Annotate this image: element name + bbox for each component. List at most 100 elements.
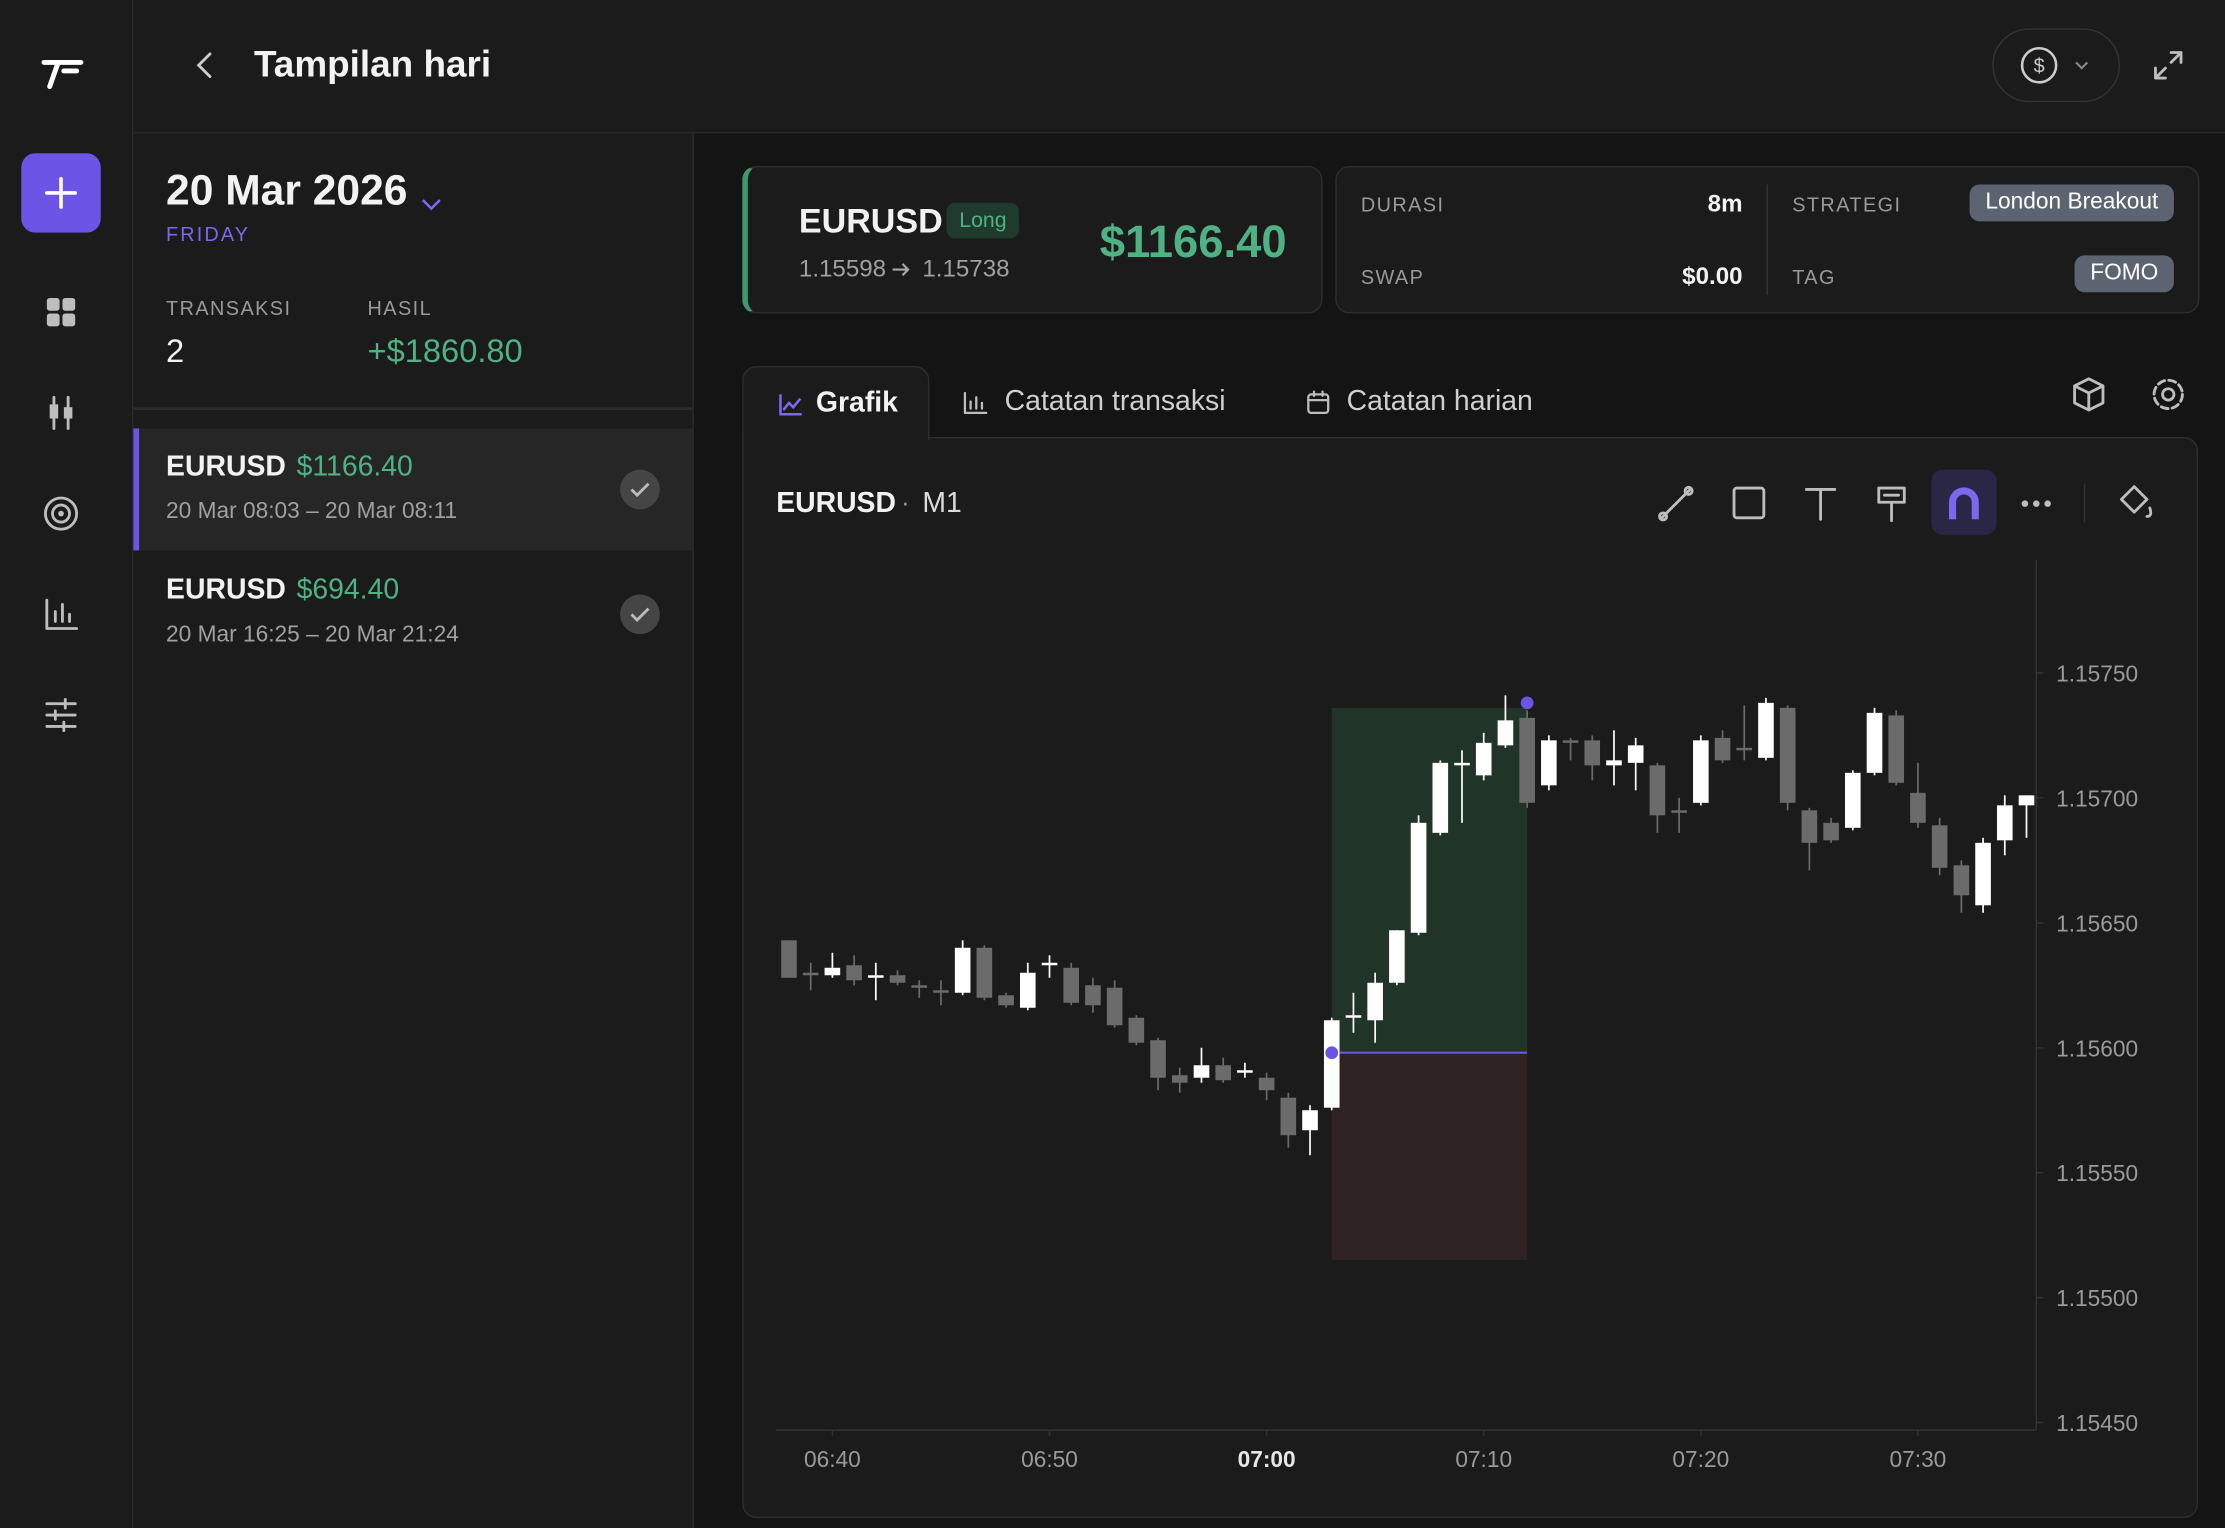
candle-body bbox=[1627, 745, 1644, 763]
detail-value: $0.00 bbox=[1682, 262, 1743, 290]
dashboard-icon[interactable] bbox=[43, 294, 80, 331]
candle-body bbox=[1975, 842, 1991, 906]
candle-body bbox=[802, 972, 819, 976]
y-tick-label: 1.15700 bbox=[2056, 785, 2138, 811]
x-tick-label: 06:50 bbox=[1021, 1446, 1078, 1472]
candle-body bbox=[998, 995, 1014, 1006]
candle-body bbox=[781, 940, 797, 978]
candle-body bbox=[1475, 742, 1492, 776]
candle-body bbox=[889, 975, 906, 983]
candle-body bbox=[1150, 1040, 1166, 1078]
candle-body bbox=[1779, 707, 1796, 803]
settings-icon[interactable] bbox=[43, 697, 80, 734]
candle-body bbox=[1649, 765, 1666, 816]
candle-body bbox=[1671, 810, 1687, 813]
detail-label: TAG bbox=[1792, 265, 1836, 289]
candle-body bbox=[954, 947, 971, 993]
currency-select[interactable]: $ bbox=[1992, 28, 2121, 103]
candle-body bbox=[1237, 1070, 1253, 1073]
candle-body bbox=[1584, 740, 1601, 766]
reports-icon[interactable] bbox=[43, 596, 80, 633]
trade-item[interactable]: EURUSD $1166.40 20 Mar 08:03 – 20 Mar 08… bbox=[133, 428, 693, 551]
add-button[interactable] bbox=[21, 153, 101, 233]
x-tick-label: 07:20 bbox=[1672, 1446, 1729, 1472]
candle-body bbox=[846, 965, 862, 981]
x-tick-label: 07:00 bbox=[1238, 1446, 1296, 1472]
trade-symbol: EURUSD bbox=[166, 574, 286, 606]
candle-body bbox=[1410, 822, 1427, 933]
candle-body bbox=[1497, 720, 1514, 746]
x-tick-label: 06:40 bbox=[804, 1446, 861, 1472]
candle-body bbox=[1714, 737, 1731, 761]
detail-label: SWAP bbox=[1360, 265, 1425, 289]
tab-active[interactable]: Grafik bbox=[742, 366, 930, 440]
sidebar bbox=[0, 0, 134, 1528]
page-title: Tampilan hari bbox=[254, 42, 492, 86]
candle-body bbox=[1910, 792, 1926, 823]
tab-label: Catatan harian bbox=[1346, 385, 1533, 418]
candle-body bbox=[824, 967, 841, 976]
candle-body bbox=[1541, 740, 1557, 786]
chart: EURUSD · M1 1.15450 1.15500 1.15550 1.15600… bbox=[776, 469, 2153, 1472]
trade-pnl: $1166.40 bbox=[1099, 215, 1287, 267]
date-dropdown[interactable] bbox=[420, 196, 443, 213]
candle-body bbox=[911, 985, 928, 988]
tab-label: Catatan transaksi bbox=[1004, 385, 1226, 418]
detail-label: STRATEGI bbox=[1792, 192, 1902, 216]
3d-button[interactable] bbox=[2070, 376, 2107, 413]
candle-body bbox=[1519, 717, 1535, 803]
toolbar bbox=[1658, 469, 2153, 535]
candle-body bbox=[1693, 740, 1709, 803]
candle-body bbox=[1996, 805, 2013, 841]
detail-value: 8m bbox=[1707, 190, 1743, 218]
trade-pnl: $1166.40 bbox=[296, 451, 413, 483]
candle-body bbox=[1106, 987, 1123, 1026]
trade-time: 20 Mar 08:03 – 20 Mar 08:11 bbox=[166, 499, 458, 524]
candle-body bbox=[1953, 865, 1970, 896]
y-tick-label: 1.15500 bbox=[2056, 1285, 2138, 1311]
side-badge: Long bbox=[946, 202, 1020, 239]
stat-label: TRANSAKSI bbox=[166, 296, 292, 320]
svg-text:$: $ bbox=[2034, 55, 2045, 77]
candle-body bbox=[1432, 762, 1449, 833]
candle-body bbox=[1454, 762, 1470, 766]
symbol: EURUSD bbox=[798, 202, 943, 242]
trade-item[interactable]: EURUSD $694.40 20 Mar 16:25 – 20 Mar 21:… bbox=[133, 553, 692, 675]
candle-body bbox=[868, 975, 884, 978]
chart-symbol: EURUSD bbox=[776, 487, 896, 519]
trade-card: EURUSD Long 1.15598 1.15738 $1166.40 bbox=[742, 165, 1323, 314]
stat-value: +$1860.80 bbox=[367, 331, 523, 369]
exit-marker bbox=[1520, 696, 1534, 710]
date: 20 Mar 2026 bbox=[166, 167, 408, 215]
candle-body bbox=[1215, 1065, 1231, 1081]
candle-body bbox=[1888, 715, 1905, 783]
trades-icon[interactable] bbox=[43, 394, 80, 431]
candle-body bbox=[1302, 1110, 1318, 1131]
details-card: DURASI 8m SWAP $0.00 STRATEGI London Bre… bbox=[1335, 165, 2200, 314]
expand-button[interactable] bbox=[2151, 48, 2185, 82]
y-tick-label: 1.15550 bbox=[2056, 1160, 2138, 1186]
trade-pnl: $694.40 bbox=[296, 574, 400, 606]
entry-marker bbox=[1325, 1046, 1339, 1060]
candle-body bbox=[1063, 967, 1080, 1003]
back-button[interactable] bbox=[190, 48, 218, 82]
candle-body bbox=[1389, 930, 1405, 983]
x-tick-label: 07:10 bbox=[1455, 1446, 1512, 1472]
day-panel: 20 Mar 2026 FRIDAY TRANSAKSI 2 HASIL +$1… bbox=[133, 133, 694, 1528]
candle-body bbox=[1801, 810, 1818, 843]
tab-label: Grafik bbox=[815, 387, 898, 419]
candle-body bbox=[1323, 1020, 1340, 1108]
candle-body bbox=[1041, 962, 1058, 966]
top-bar: Tampilan hari $ bbox=[133, 0, 2225, 134]
candle-body bbox=[1128, 1017, 1145, 1043]
settings-button[interactable] bbox=[2150, 376, 2187, 413]
candle-body bbox=[1931, 825, 1948, 868]
goals-icon[interactable] bbox=[43, 495, 80, 532]
trade-symbol: EURUSD bbox=[166, 451, 286, 483]
candle-body bbox=[1562, 740, 1579, 743]
candle-body bbox=[976, 947, 993, 998]
separator: · bbox=[901, 489, 910, 517]
candle-body bbox=[1758, 702, 1774, 758]
candle-body bbox=[2018, 795, 2035, 806]
